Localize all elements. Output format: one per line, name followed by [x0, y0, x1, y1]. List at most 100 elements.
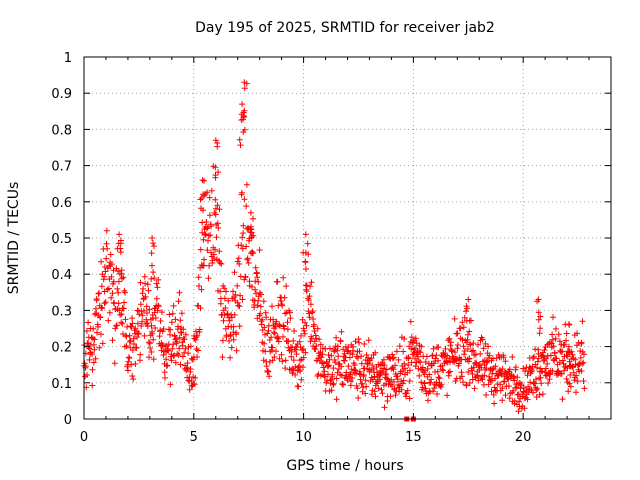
data-point [542, 369, 548, 376]
data-point [128, 323, 135, 330]
data-point [422, 359, 429, 365]
data-point [234, 299, 241, 306]
data-point [564, 348, 571, 355]
data-point [365, 360, 371, 367]
data-point [506, 366, 513, 373]
data-point [463, 339, 470, 346]
data-point [102, 268, 109, 275]
data-point [163, 356, 170, 363]
axis-ticks [83, 56, 611, 420]
data-point [258, 291, 264, 298]
data-point [247, 209, 254, 216]
data-point [196, 283, 202, 289]
data-point [451, 315, 458, 322]
data-point [276, 321, 283, 328]
data-point [305, 297, 312, 304]
data-point [418, 343, 425, 350]
data-point [139, 312, 146, 319]
data-point [535, 309, 542, 316]
data-point [510, 373, 517, 380]
data-point [537, 374, 544, 381]
data-point [435, 344, 442, 351]
data-point [326, 356, 333, 363]
data-point [460, 379, 466, 386]
data-point [283, 283, 290, 290]
data-point [117, 312, 124, 318]
data-point [319, 351, 326, 358]
data-point [212, 211, 219, 218]
data-point [511, 397, 518, 404]
data-point [243, 181, 250, 188]
data-point [313, 343, 320, 349]
data-point [369, 362, 376, 369]
data-point [539, 391, 546, 398]
data-point [371, 388, 378, 395]
data-point [491, 400, 498, 407]
data-point [263, 314, 270, 321]
data-point [237, 292, 244, 299]
data-point [362, 377, 369, 384]
data-point [217, 288, 224, 295]
data-point [437, 382, 443, 389]
data-point [98, 283, 105, 290]
data-point [149, 235, 156, 241]
data-point [218, 260, 225, 267]
data-point [492, 363, 499, 370]
data-point [141, 332, 148, 339]
data-point [81, 360, 88, 367]
data-point [333, 396, 340, 403]
data-point [193, 328, 199, 335]
data-point [98, 304, 105, 311]
data-point [271, 325, 278, 332]
data-point [338, 363, 345, 370]
data-point [298, 332, 304, 339]
data-point [355, 355, 361, 361]
data-point [261, 340, 268, 347]
data-point [452, 349, 458, 356]
data-point [435, 357, 441, 364]
y-tick-label: 0.7 [51, 160, 72, 175]
data-point [105, 285, 112, 292]
data-point [550, 314, 556, 321]
data-point [483, 365, 490, 372]
data-point [302, 319, 309, 326]
data-point [551, 349, 558, 356]
data-point [468, 348, 475, 355]
data-point [530, 355, 536, 362]
data-point [232, 291, 239, 298]
data-point [446, 335, 453, 342]
data-point [97, 314, 104, 320]
data-point [513, 384, 520, 391]
data-point [302, 349, 309, 356]
data-point [99, 305, 106, 312]
data-point [490, 391, 497, 398]
data-point [115, 300, 122, 307]
data-point [236, 136, 243, 143]
data-point [114, 285, 121, 292]
data-point [115, 240, 122, 247]
data-point [113, 322, 120, 329]
data-point [466, 380, 473, 386]
data-point [140, 285, 147, 292]
data-point [155, 276, 162, 283]
data-point [158, 309, 165, 316]
data-point [512, 364, 519, 371]
data-point [207, 232, 214, 239]
data-point [242, 273, 249, 280]
data-point [387, 393, 394, 400]
data-point [430, 388, 436, 395]
data-point [122, 316, 129, 323]
data-point [580, 359, 587, 366]
data-point [149, 262, 155, 269]
data-point [144, 281, 151, 288]
plot-frame [83, 56, 612, 420]
data-point [265, 368, 272, 375]
data-point [435, 374, 442, 381]
data-point [257, 310, 264, 317]
data-point [150, 356, 157, 363]
data-point [139, 318, 146, 325]
data-point [509, 354, 516, 360]
data-point [108, 294, 115, 301]
data-point [345, 363, 352, 370]
data-point [416, 348, 423, 355]
